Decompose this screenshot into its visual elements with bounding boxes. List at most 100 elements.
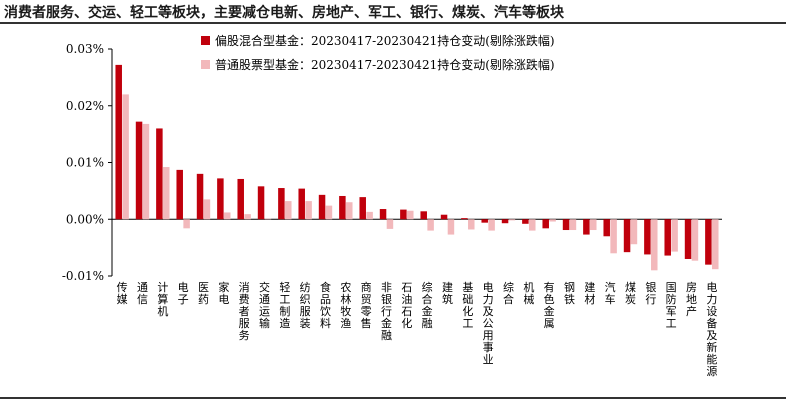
top-rule (0, 22, 786, 24)
bar-series-1 (420, 211, 427, 220)
x-tick-label: 食品饮料 (320, 280, 331, 330)
bar-series-1 (522, 219, 529, 224)
bar-series-1 (156, 128, 163, 220)
bar-series-1 (623, 219, 631, 253)
bar-series-1 (339, 195, 346, 220)
bar-series-2 (508, 219, 516, 221)
x-tick-label: 电力设备及新能源 (706, 281, 717, 378)
bar-series-2 (346, 202, 353, 220)
bar-series-2 (529, 219, 536, 231)
legend-label-1: 偏股混合型基金：20230417-20230421持仓变动(剔除涨跌幅) (215, 33, 555, 48)
bar-series-1 (318, 194, 326, 220)
x-tick-label: 汽车 (605, 280, 616, 306)
bar-series-2 (610, 219, 617, 254)
bar-series-2 (630, 219, 638, 245)
bar-series-2 (590, 219, 597, 231)
bar-series-2 (305, 201, 312, 220)
bottom-rule (0, 397, 786, 399)
y-tick-label: 0.03% (66, 42, 104, 56)
x-tick-label: 轻工制造 (279, 280, 290, 330)
bar-series-1 (603, 219, 610, 237)
x-tick-label: 家电 (218, 280, 229, 306)
bar-series-2 (407, 210, 414, 220)
x-tick-label: 石油石化 (401, 281, 412, 330)
bar-series-2 (264, 218, 272, 220)
bar-series-1 (684, 219, 692, 259)
bar-series-2 (427, 219, 434, 231)
legend: 偏股混合型基金：20230417-20230421持仓变动(剔除涨跌幅) 普通股票… (201, 33, 555, 72)
x-tick-label: 房地产 (686, 281, 697, 318)
bar-series-2 (183, 219, 190, 229)
x-tick-label: 基础化工 (462, 281, 473, 330)
x-tick-label: 综合金融 (422, 280, 433, 330)
x-tick-label: 建材 (584, 280, 595, 306)
y-tick-label: -0.01% (62, 269, 104, 283)
page-title: 消费者服务、交运、轻工等板块，主要减仓电新、房地产、军工、银行、煤炭、汽车等板块 (4, 5, 564, 21)
x-tick-label: 电子 (178, 281, 189, 306)
bar-series-1 (542, 219, 549, 229)
bar-series-2 (651, 219, 658, 271)
x-tick-label: 传媒 (117, 281, 128, 306)
x-tick-label: 综合 (503, 280, 514, 306)
bar-series-1 (461, 218, 468, 220)
bar-series-1 (501, 219, 509, 224)
x-tick-label: 农林牧渔 (340, 280, 351, 330)
y-tick-label: 0.00% (66, 212, 104, 226)
bar-series-2 (366, 211, 373, 220)
x-tick-label: 计算机 (157, 281, 168, 318)
bar-series-2 (569, 219, 577, 231)
bar-series-1 (115, 64, 122, 220)
legend-swatch-1 (201, 36, 210, 45)
x-tick-label: 建筑 (442, 280, 453, 306)
bar-series-1 (400, 209, 407, 220)
x-axis: 传媒通信计算机电子医药家电消费者服务交通运输轻工制造纺织服装食品饮料农林牧渔商贸… (117, 280, 718, 378)
bar-series-1 (135, 121, 143, 220)
bar-series-1 (379, 209, 387, 220)
bar-series-2 (142, 123, 150, 220)
bar-series-2 (224, 212, 231, 220)
bar-series-2 (386, 219, 394, 229)
x-tick-label: 煤炭 (625, 281, 636, 306)
x-tick-label: 非银行金融 (381, 281, 392, 342)
bar-series-1 (705, 219, 712, 265)
bar-series-1 (644, 219, 651, 255)
bar-series-1 (176, 169, 183, 220)
bar-series-1 (562, 219, 570, 231)
x-tick-label: 国防军工 (666, 281, 677, 330)
bar-series-2 (244, 214, 251, 220)
bar-series-1 (278, 188, 285, 220)
x-tick-label: 医药 (198, 281, 209, 306)
x-tick-label: 商贸零售 (361, 280, 372, 330)
bar-series-2 (488, 219, 495, 231)
bars (115, 64, 719, 271)
bar-series-1 (196, 173, 204, 220)
x-tick-label: 交通运输 (259, 280, 270, 330)
bar-series-2 (671, 219, 678, 252)
bar-series-1 (481, 219, 488, 223)
x-tick-label: 有色金属 (544, 280, 555, 330)
x-tick-label: 钢铁 (564, 281, 575, 306)
bar-series-2 (447, 219, 455, 235)
x-tick-label: 电力及公用事业 (483, 281, 494, 366)
y-tick-label: 0.01% (66, 156, 104, 170)
x-tick-label: 纺织服装 (300, 280, 311, 330)
bar-series-2 (468, 219, 475, 230)
bar-series-1 (583, 219, 590, 235)
x-tick-label: 银行 (645, 280, 656, 306)
bar-series-2 (549, 219, 556, 222)
bar-series-1 (237, 178, 244, 220)
x-tick-label: 机械 (523, 280, 534, 306)
x-tick-label: 消费者服务 (239, 280, 250, 342)
bar-series-2 (163, 167, 170, 220)
bar-series-1 (664, 219, 671, 256)
bar-series-1 (440, 214, 448, 220)
bar-series-1 (359, 197, 366, 220)
bar-series-1 (217, 178, 224, 220)
bar-series-2 (285, 201, 292, 220)
bar-series-2 (203, 199, 211, 220)
x-tick-label: 通信 (137, 281, 148, 306)
bar-series-2 (691, 219, 699, 261)
legend-label-2: 普通股票型基金：20230417-20230421持仓变动(剔除涨跌幅) (215, 57, 555, 72)
bar-series-1 (298, 188, 305, 220)
